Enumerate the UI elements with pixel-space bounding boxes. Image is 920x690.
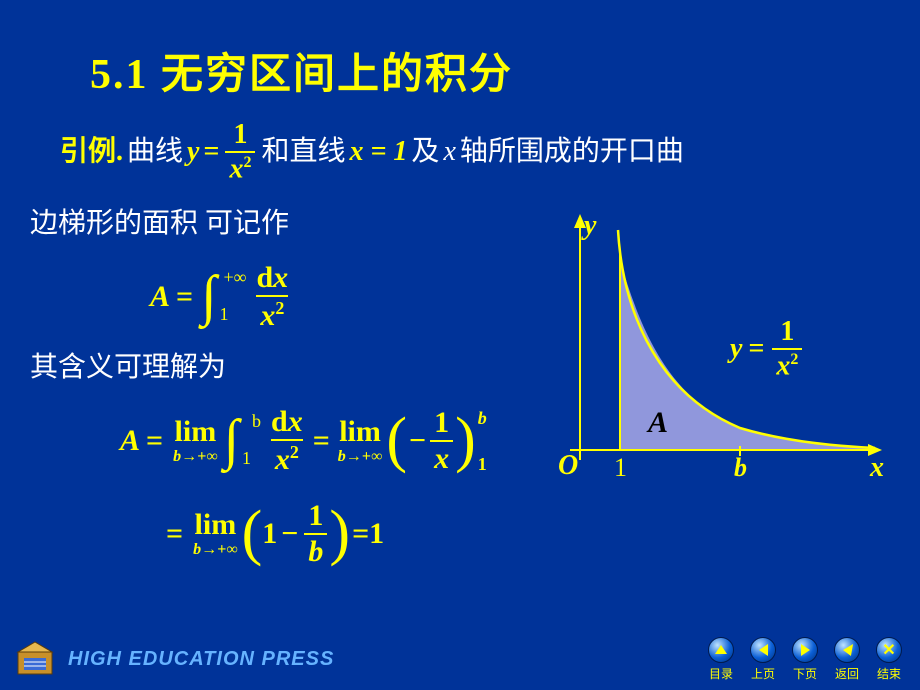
nav-next-button[interactable]: 下页 xyxy=(792,637,818,682)
integral-sign: ∫ +∞ 1 xyxy=(201,280,216,314)
left-icon xyxy=(759,644,768,656)
limit: lim b→+∞ xyxy=(173,417,218,465)
nav-end-button[interactable]: ✕ 结束 xyxy=(876,637,902,682)
fraction: dx x2 xyxy=(267,407,307,475)
paren-left: ( xyxy=(386,416,407,466)
close-icon: ✕ xyxy=(882,640,895,660)
tick-1: 1 xyxy=(614,453,627,482)
fraction: 1 x2 xyxy=(225,121,255,183)
intro-text-3: 及 xyxy=(411,121,439,183)
intro-text-4: 轴所围成的开口曲 xyxy=(460,121,684,183)
origin-label: O xyxy=(558,450,578,481)
y-axis-label: y xyxy=(581,210,597,241)
intro-text-1: 曲线 xyxy=(127,121,183,183)
right-icon xyxy=(801,644,810,656)
slide-title: 5.1 无穷区间上的积分 xyxy=(90,40,890,101)
tick-b: b xyxy=(734,453,747,482)
paren-right: ) xyxy=(329,509,350,559)
fraction: 1 b xyxy=(304,501,327,567)
footer: HIGH EDUCATION PRESS 目录 上页 下页 返回 ✕ 结束 xyxy=(0,628,920,690)
slide: 5.1 无穷区间上的积分 引例. 曲线 y = 1 x2 和直线 x = 1 及… xyxy=(0,0,920,690)
equation-3: = lim b→+∞ ( 1 − 1 b ) = 1 xyxy=(160,501,890,567)
inline-eq-x: x = 1 xyxy=(349,121,407,183)
eval-bounds: b 1 xyxy=(478,409,487,473)
nav-prev-button[interactable]: 上页 xyxy=(750,637,776,682)
fraction: ddxx x2 xyxy=(252,263,292,331)
paren-right: ) xyxy=(455,416,476,466)
x-axis-label: x xyxy=(869,452,884,483)
area-label: A xyxy=(646,406,668,439)
axis-var: x xyxy=(443,121,455,183)
limit: lim b→+∞ xyxy=(193,510,238,558)
intro-line-1: 引例. 曲线 y = 1 x2 和直线 x = 1 及 x 轴所围成的开口曲 xyxy=(60,121,890,183)
integral-sign: ∫ b 1 xyxy=(224,424,239,458)
inline-eq-y: y = 1 x2 xyxy=(187,121,257,183)
nav-bar: 目录 上页 下页 返回 ✕ 结束 xyxy=(708,637,902,682)
up-icon xyxy=(715,645,727,654)
curve-chart: y x O 1 b A y = 1 x2 xyxy=(540,210,890,490)
nav-back-button[interactable]: 返回 xyxy=(834,637,860,682)
intro-label: 引例. xyxy=(60,121,123,183)
paren-left: ( xyxy=(242,509,263,559)
limit: lim b→+∞ xyxy=(338,417,383,465)
fraction: 1 x xyxy=(430,408,453,474)
publisher-brand: HIGH EDUCATION PRESS xyxy=(68,648,334,671)
publisher-logo xyxy=(12,638,58,680)
intro-text-2: 和直线 xyxy=(261,121,345,183)
nav-toc-button[interactable]: 目录 xyxy=(708,637,734,682)
back-icon xyxy=(841,644,852,656)
curve-label: y = 1 x2 xyxy=(730,318,804,380)
